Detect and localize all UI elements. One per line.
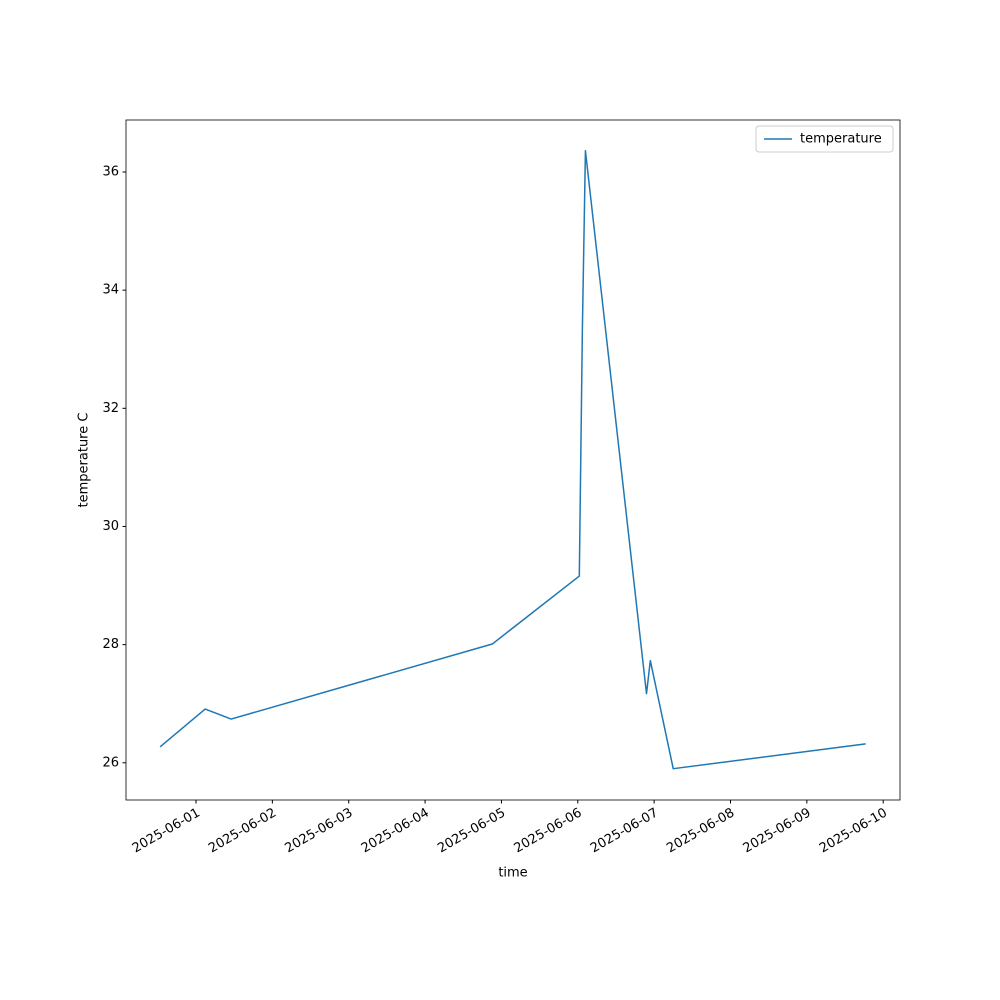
y-axis-label: temperature C [77, 413, 92, 508]
data-line [159, 149, 866, 770]
legend-box [755, 125, 894, 153]
y-tick-label: 36 [102, 164, 119, 179]
legend-label: temperature [800, 132, 882, 147]
y-tick-label: 32 [102, 401, 119, 416]
y-tick-label: 34 [102, 283, 119, 298]
x-axis-label: time [498, 866, 527, 881]
plot-frame [125, 119, 901, 801]
y-tick-label: 28 [102, 637, 119, 652]
y-tick-label: 30 [102, 519, 119, 534]
y-tick-label: 26 [102, 755, 119, 770]
